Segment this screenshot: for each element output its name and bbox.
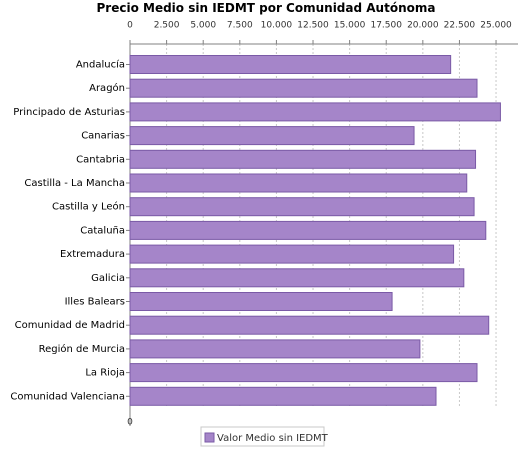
category-label: Castilla - La Mancha: [24, 178, 125, 189]
x-tick-label: 10.000: [261, 21, 293, 31]
category-label: Comunidad Valenciana: [10, 391, 125, 402]
category-label: Extremadura: [60, 249, 125, 260]
category-label: Illes Balears: [65, 297, 125, 308]
category-label: Comunidad de Madrid: [15, 320, 125, 331]
x-axis: 0 2.500 5.000 7.500 10.000 12.500 15.000 17.500…: [126, 21, 518, 428]
bar: [129, 386, 437, 406]
legend-box: [200, 426, 325, 447]
bar: [129, 339, 421, 359]
category-label: Castilla y León: [52, 201, 125, 213]
bar: [129, 220, 487, 240]
chart-title: Precio Medio sin IEDMT por Comunidad Aut…: [97, 1, 436, 15]
bar: [129, 173, 468, 193]
category-label: Principado de Asturias: [13, 107, 125, 118]
bar: [129, 315, 490, 335]
x-tick-label: 25.000: [480, 21, 512, 31]
category-label: Región de Murcia: [39, 343, 125, 355]
category-label: Cantabria: [76, 154, 125, 165]
bar: [129, 363, 478, 383]
category-label: Canarias: [81, 131, 125, 142]
bar: [129, 292, 393, 311]
category-label: Aragón: [89, 82, 125, 94]
x-tick-label: 2.500: [154, 21, 180, 31]
bar: [129, 244, 455, 264]
x-tick-label: 20.000: [407, 21, 439, 31]
x-tick-label: 22.500: [444, 21, 476, 31]
x-tick-label: 5.000: [190, 21, 216, 31]
category-label: Cataluña: [80, 225, 125, 236]
bar: [129, 197, 475, 217]
category-label: Andalucía: [76, 59, 125, 71]
bar: [129, 78, 478, 98]
x-tick-label: 7.500: [227, 21, 253, 31]
x-axis-bottom-zero: 0: [127, 418, 133, 428]
bar: [129, 149, 477, 169]
x-tick-label: 12.500: [297, 21, 329, 31]
category-label: La Rioja: [85, 368, 125, 379]
bar: [129, 55, 452, 74]
x-tick-label: 17.500: [370, 21, 402, 31]
category-labels: Andalucía Aragón Principado de Asturias Can…: [10, 59, 125, 403]
x-tick-label: 15.000: [334, 21, 366, 31]
bar: [129, 102, 501, 122]
bars: [129, 55, 501, 406]
category-label: Galicia: [91, 273, 125, 284]
legend-swatch: [204, 432, 215, 443]
x-tick-label: 0: [127, 21, 133, 31]
bar: [129, 126, 415, 146]
legend-label: Valor Medio sin IEDMT: [217, 433, 329, 444]
bar: [129, 268, 465, 288]
legend: Valor Medio sin IEDMT: [200, 426, 329, 447]
